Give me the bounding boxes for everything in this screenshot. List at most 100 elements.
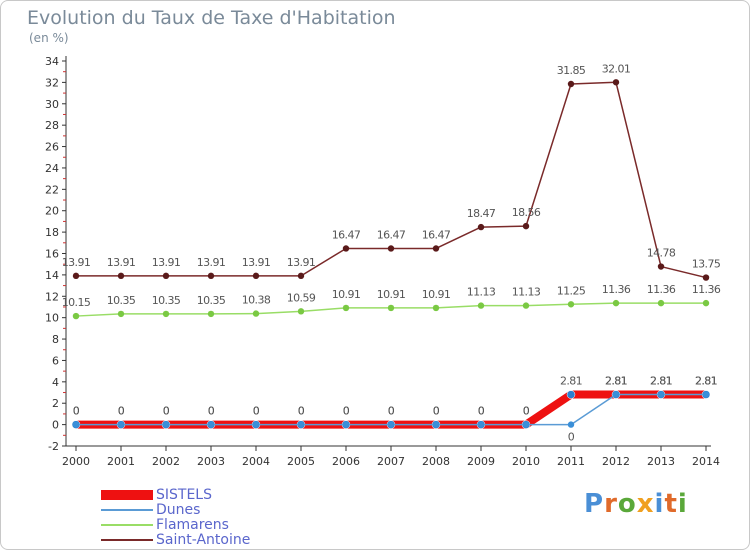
legend-swatch-sistels: [101, 489, 153, 500]
y-tick-label: 4: [52, 376, 59, 389]
data-label-flamarens: 10.35: [152, 294, 181, 307]
data-label-dunes: 0: [478, 405, 485, 418]
point-dunes: [162, 421, 170, 428]
data-label-saint-antoine: 13.91: [287, 256, 316, 269]
chart-title: Evolution du Taux de Taxe d'Habitation: [27, 7, 396, 29]
x-tick-label: 2012: [602, 455, 630, 468]
data-label-dunes: 0: [343, 405, 350, 418]
point-dunes: [477, 421, 485, 428]
point-dunes: [207, 421, 215, 428]
point-dunes: [342, 421, 350, 428]
point-saint-antoine: [702, 274, 710, 281]
data-label-sistels: 0: [73, 405, 80, 418]
data-label-sistels: 2.81: [650, 375, 672, 388]
point-flamarens: [207, 310, 215, 318]
y-tick-label: 6: [52, 354, 59, 367]
x-tick-label: 2002: [152, 455, 180, 468]
logo-letter: i: [654, 489, 665, 519]
data-label-sistels: 2.81: [560, 375, 582, 388]
point-sistels: [566, 390, 576, 399]
x-tick-label: 2009: [467, 455, 495, 468]
point-flamarens: [522, 302, 530, 309]
legend-item-sistels[interactable]: SISTELS: [101, 487, 250, 502]
point-flamarens: [72, 312, 80, 320]
point-flamarens: [297, 308, 305, 315]
legend-item-flamarens[interactable]: Flamarens: [101, 517, 250, 532]
point-flamarens: [477, 302, 485, 309]
point-saint-antoine: [657, 263, 665, 270]
logo-letter: x: [636, 489, 655, 519]
data-label-saint-antoine: 31.85: [557, 64, 586, 77]
point-flamarens: [342, 304, 350, 312]
y-tick-label: 10: [45, 312, 59, 325]
y-tick-label: -2: [48, 440, 59, 453]
point-saint-antoine: [207, 272, 215, 280]
y-tick-label: 18: [45, 226, 59, 239]
legend-swatch-saint-antoine: [101, 538, 153, 541]
x-tick-label: 2013: [647, 455, 675, 468]
data-label-sistels: 0: [298, 405, 305, 418]
legend-item-dunes[interactable]: Dunes: [101, 502, 250, 517]
y-tick-label: 22: [45, 183, 59, 196]
data-label-sistels: 0: [208, 405, 215, 418]
data-label-sistels: 0: [343, 405, 350, 418]
point-flamarens: [117, 310, 125, 318]
x-tick-label: 2003: [197, 455, 225, 468]
point-saint-antoine: [522, 222, 530, 230]
data-label-dunes: 0: [118, 405, 125, 418]
point-dunes: [432, 421, 440, 428]
legend-label-sistels: SISTELS: [156, 486, 212, 503]
data-label-dunes: 0: [163, 405, 170, 418]
legend-label-flamarens: Flamarens: [156, 516, 229, 533]
data-label-sistels: 0: [253, 405, 260, 418]
data-label-saint-antoine: 16.47: [377, 228, 406, 241]
data-label-dunes: 2.81: [605, 375, 627, 388]
point-flamarens: [612, 299, 620, 307]
data-label-flamarens: 11.36: [602, 283, 631, 296]
point-saint-antoine: [477, 223, 485, 231]
point-flamarens: [567, 301, 575, 308]
point-dunes: [72, 421, 80, 428]
point-saint-antoine: [162, 272, 170, 280]
y-tick-label: 30: [45, 98, 59, 111]
data-label-dunes: 0: [523, 405, 530, 418]
point-saint-antoine: [117, 272, 125, 280]
point-flamarens: [387, 304, 395, 312]
data-label-flamarens: 11.25: [557, 284, 586, 297]
y-tick-label: 0: [52, 419, 59, 432]
data-label-dunes: 2.81: [650, 375, 672, 388]
data-label-saint-antoine: 16.47: [332, 228, 361, 241]
point-saint-antoine: [252, 272, 260, 280]
y-tick-label: 16: [45, 248, 59, 261]
data-labels-layer: 13.91 13.91 13.91 13.91 13.91 13.91 16.47 16.47…: [62, 62, 722, 444]
data-label-saint-antoine: 13.91: [107, 256, 136, 269]
point-flamarens: [432, 304, 440, 312]
data-label-flamarens: 10.91: [332, 288, 361, 301]
x-tick-label: 2010: [512, 455, 540, 468]
data-label-saint-antoine: 13.91: [152, 256, 181, 269]
point-flamarens: [702, 299, 710, 307]
legend-label-saint-antoine: Saint-Antoine: [156, 531, 251, 548]
point-saint-antoine: [432, 245, 440, 252]
legend: SISTELS Dunes Flamarens Saint-Antoine: [101, 487, 250, 547]
y-tick-label: 12: [45, 290, 59, 303]
point-dunes: [657, 391, 665, 398]
point-saint-antoine: [387, 245, 395, 252]
y-tick-label: 32: [45, 76, 59, 89]
data-label-dunes: 0: [388, 405, 395, 418]
legend-item-saint-antoine[interactable]: Saint-Antoine: [101, 532, 250, 547]
data-label-dunes: 0: [568, 431, 575, 444]
data-label-saint-antoine: 18.47: [467, 207, 496, 220]
point-saint-antoine: [567, 80, 575, 88]
data-label-sistels: 0: [478, 405, 485, 418]
data-label-sistels: 0: [163, 405, 170, 418]
point-flamarens: [252, 310, 260, 317]
y-tick-label: 14: [45, 269, 59, 282]
y-tick-label: 28: [45, 119, 59, 132]
data-label-flamarens: 10.91: [422, 288, 451, 301]
proxiti-logo: Proxiti: [584, 489, 688, 519]
data-label-flamarens: 11.13: [512, 286, 541, 299]
data-label-saint-antoine: 32.01: [602, 62, 631, 75]
